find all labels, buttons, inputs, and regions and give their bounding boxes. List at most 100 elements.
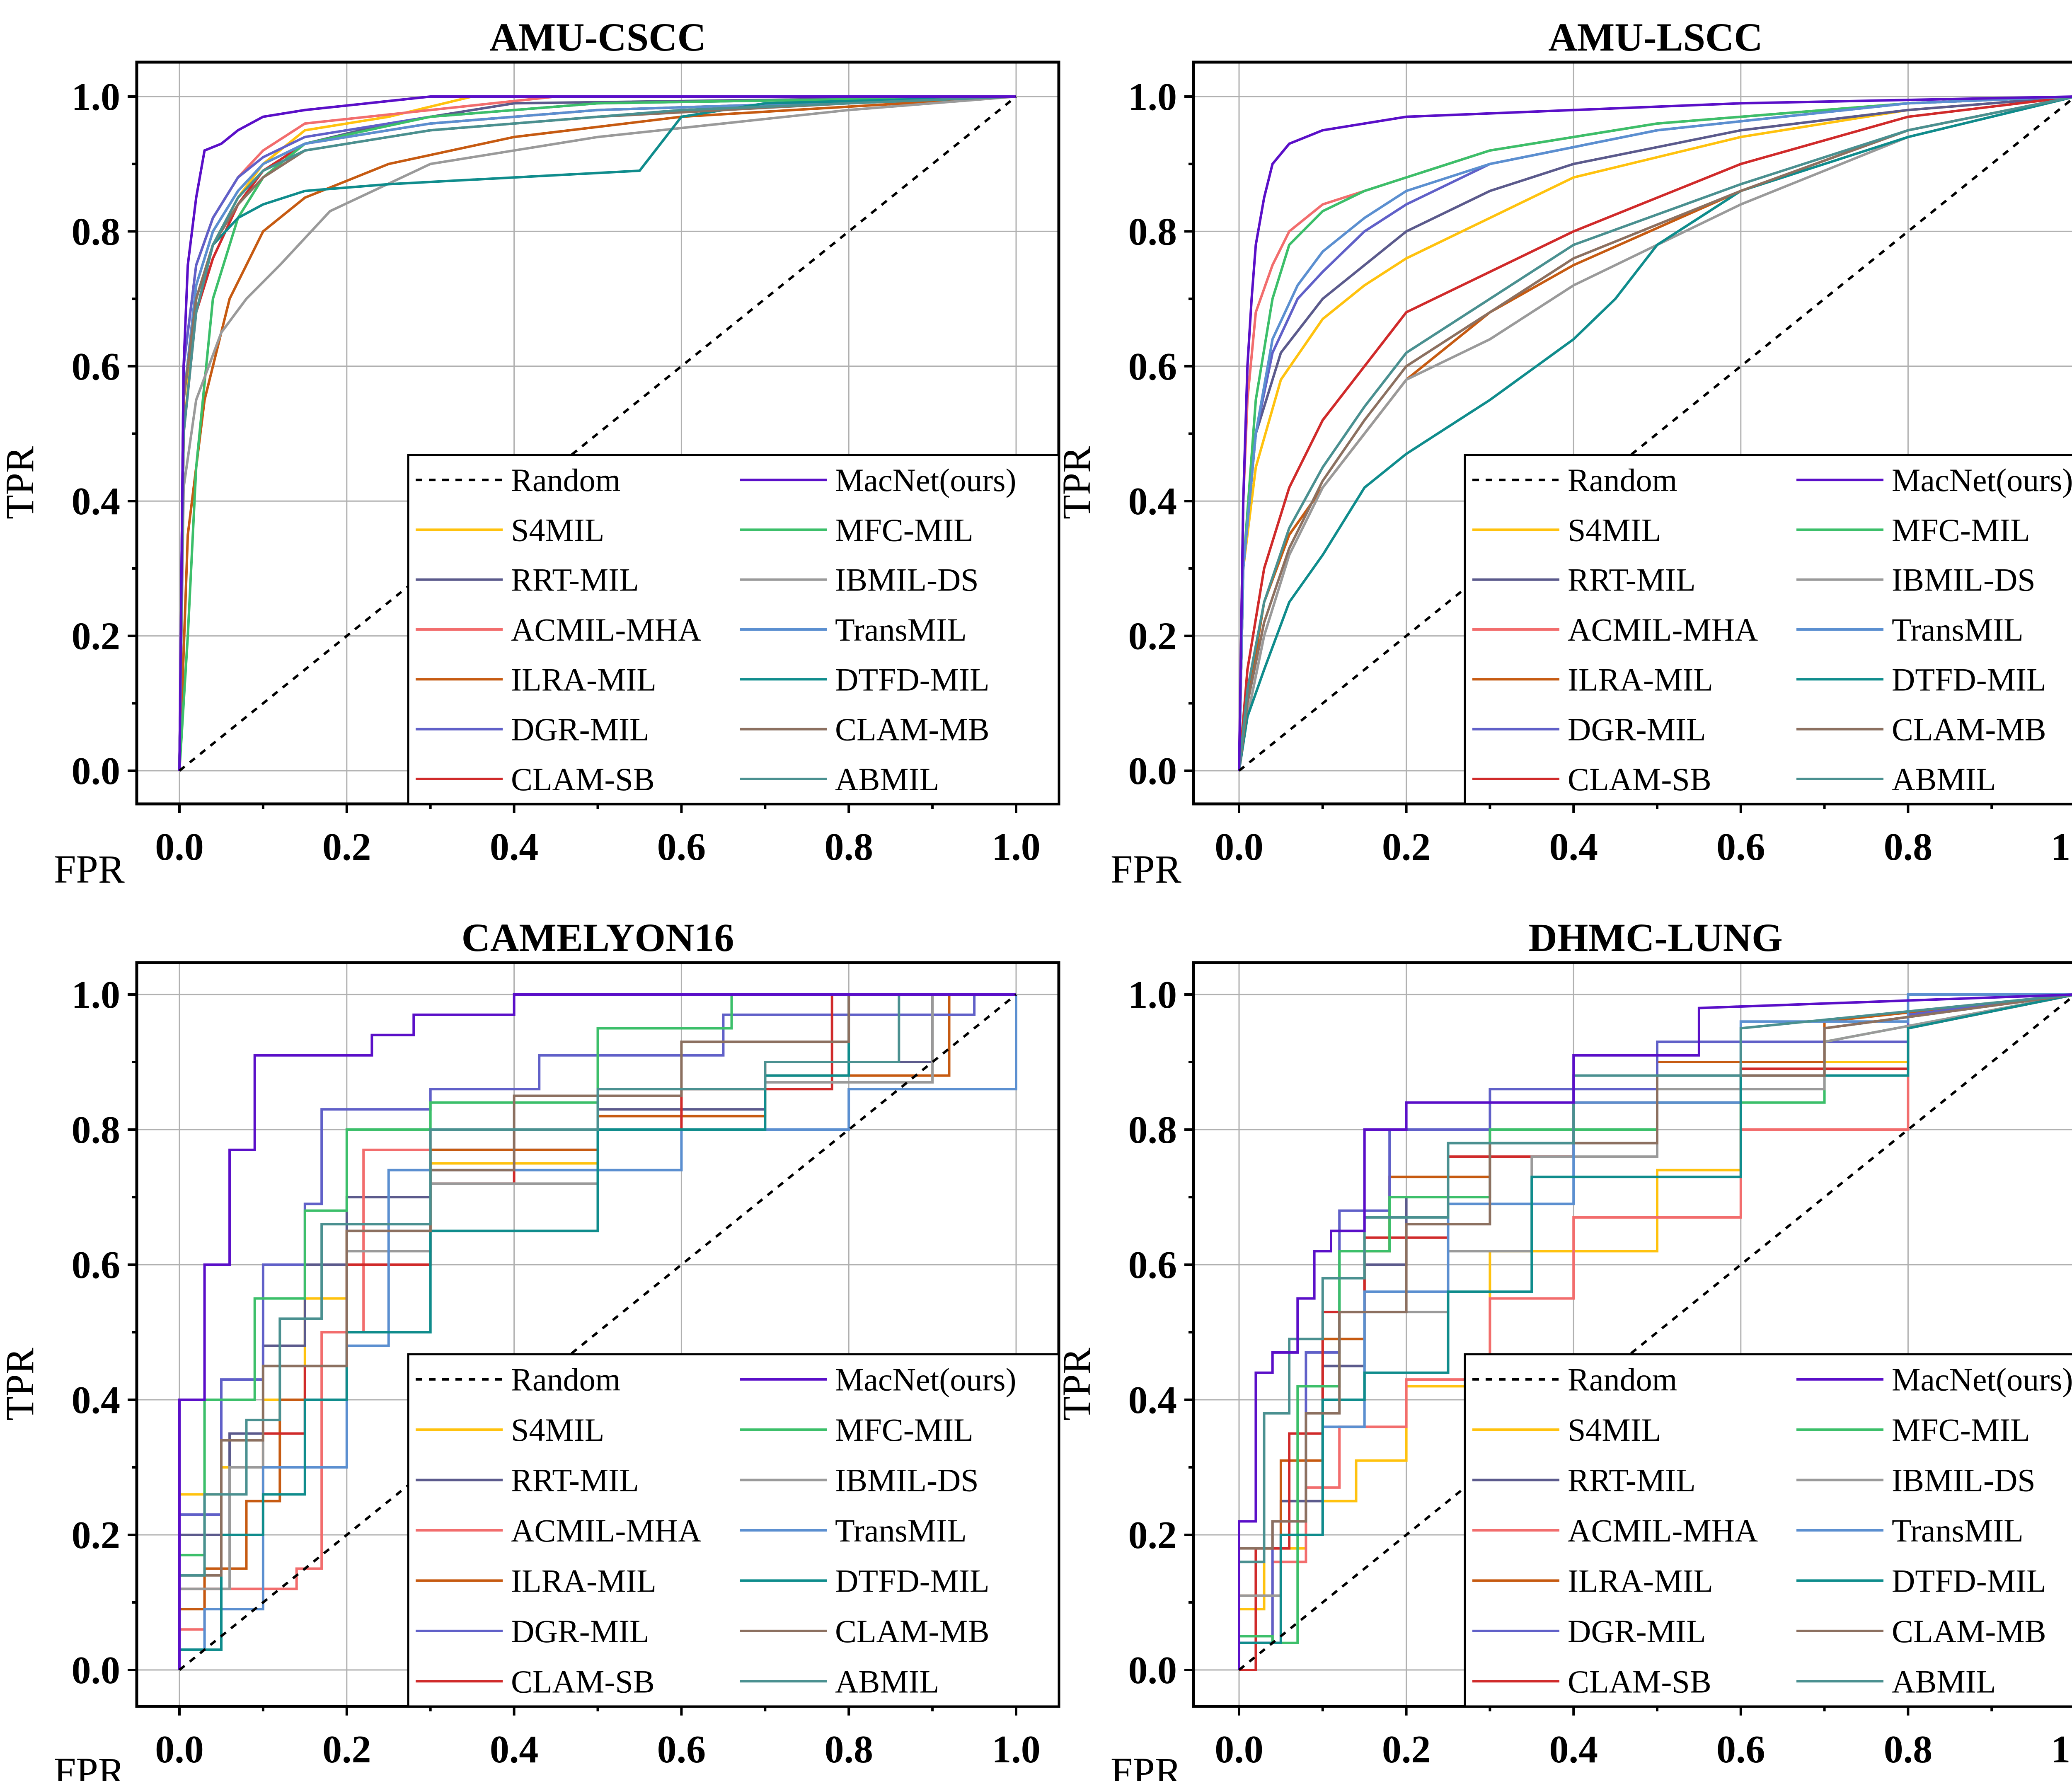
x-tick-label: 0.0 (155, 825, 204, 869)
y-tick-label: 0.6 (72, 345, 121, 388)
legend-label-mfc-mil: MFC-MIL (835, 1412, 973, 1448)
curves (178, 95, 1017, 772)
x-tick-label: 0.8 (824, 825, 873, 869)
series-transmil (178, 995, 1017, 1670)
chart-title: DHMC-LUNG (1528, 915, 1782, 960)
legend-label-clam-sb: CLAM-SB (511, 1663, 655, 1699)
x-tick-label: 0.2 (322, 1728, 371, 1771)
legend-label-mfc-mil: MFC-MIL (1892, 512, 2030, 548)
y-tick-label: 0.8 (72, 1108, 121, 1152)
y-tick-label: 0.0 (1128, 750, 1177, 793)
curves (178, 993, 1017, 1671)
chart-title: AMU-CSCC (489, 15, 706, 59)
y-tick-label: 0.6 (72, 1244, 121, 1287)
legend-label-dtfd-mil: DTFD-MIL (835, 661, 990, 697)
legend-label-dgr-mil: DGR-MIL (511, 1613, 649, 1649)
legend-label-abmil: ABMIL (835, 761, 939, 797)
legend-box (407, 454, 1060, 805)
y-axis-label: TPR (1054, 446, 1099, 519)
legend-label-rrt-mil: RRT-MIL (1568, 1462, 1696, 1498)
series-ibmil-ds (178, 95, 1017, 771)
legend-label-acmil-mha: ACMIL-MHA (511, 612, 701, 648)
series-mfc-mil (178, 95, 1017, 771)
y-tick-label: 0.0 (72, 1649, 121, 1692)
legend-label-rrt-mil: RRT-MIL (511, 562, 639, 598)
x-tick-label: 0.6 (1716, 825, 1765, 869)
x-tick-label: 0.8 (1884, 825, 1933, 869)
y-tick-label: 0.8 (72, 210, 121, 253)
legend-label-transmil: TransMIL (1892, 612, 2024, 648)
legend: Random S4MIL RRT-MIL ACMIL-MHA ILRA-MIL DGR-M… (407, 1353, 1060, 1708)
y-tick-label: 1.0 (1128, 75, 1177, 119)
legend-label-macnet-ours: MacNet(ours) (835, 462, 1017, 498)
x-tick-label: 1.0 (2051, 825, 2072, 869)
chart-panel-amu-lscc: 0.0 0.2 0.4 0.6 0.8 1.0 0.0 0.2 0.4 0.6 0.8 1.0 AMU-… (1054, 15, 2072, 891)
y-tick-label: 1.0 (72, 75, 121, 119)
x-tick-label: 0.4 (1549, 1728, 1598, 1771)
chart-title: AMU-LSCC (1548, 15, 1762, 59)
y-tick-label: 0.2 (1128, 1514, 1177, 1557)
chart-panel-amu-cscc: 0.0 0.2 0.4 0.6 0.8 1.0 0.0 0.2 0.4 0.6 0.8 1.0 AMU-… (0, 15, 1060, 891)
y-tick-label: 0.2 (1128, 615, 1177, 658)
series-abmil (1238, 96, 2072, 771)
legend-label-dtfd-mil: DTFD-MIL (835, 1563, 990, 1599)
x-tick-label: 0.4 (1549, 825, 1598, 869)
y-tick-label: 1.0 (1128, 973, 1177, 1016)
legend-label-clam-mb: CLAM-MB (1892, 1613, 2046, 1649)
x-tick-label: 0.0 (1215, 825, 1264, 869)
x-axis-label: FPR (1111, 847, 1181, 891)
series-clam-sb (1238, 95, 2072, 771)
series-mfc-mil (1238, 95, 2072, 771)
legend-label-ilra-mil: ILRA-MIL (511, 1563, 656, 1599)
legend-label-random: Random (1568, 462, 1677, 498)
legend-label-abmil: ABMIL (1892, 1663, 1996, 1699)
legend-label-mfc-mil: MFC-MIL (1892, 1412, 2030, 1448)
legend-label-macnet-ours: MacNet(ours) (835, 1362, 1017, 1398)
series-abmil (1238, 993, 2072, 1670)
series-mfc-mil (178, 993, 1016, 1670)
legend-label-dtfd-mil: DTFD-MIL (1892, 1563, 2046, 1599)
legend-box (1464, 454, 2072, 805)
series-abmil (178, 95, 1017, 771)
legend-label-clam-sb: CLAM-SB (511, 761, 655, 797)
x-tick-label: 1.0 (2051, 1728, 2072, 1771)
y-tick-label: 1.0 (72, 973, 121, 1016)
legend-label-s4mil: S4MIL (511, 1412, 604, 1448)
legend-label-dtfd-mil: DTFD-MIL (1892, 661, 2046, 697)
series-macnet-ours (1238, 95, 2072, 771)
legend-label-clam-mb: CLAM-MB (835, 711, 990, 748)
legend-label-s4mil: S4MIL (1568, 1412, 1661, 1448)
y-tick-label: 0.4 (1128, 480, 1177, 523)
series-dgr-mil (178, 993, 1016, 1670)
series-macnet-ours (178, 95, 1016, 771)
legend-label-dgr-mil: DGR-MIL (1568, 1613, 1706, 1649)
series-clam-mb (178, 95, 1017, 771)
x-tick-label: 0.2 (1382, 825, 1431, 869)
curves (1238, 95, 2072, 772)
x-tick-label: 0.2 (322, 825, 371, 869)
series-transmil (1238, 95, 2072, 771)
legend-label-ibmil-ds: IBMIL-DS (835, 1462, 979, 1498)
y-axis-label: TPR (0, 446, 42, 519)
legend-box (407, 1353, 1060, 1708)
legend-label-dgr-mil: DGR-MIL (1568, 711, 1706, 748)
legend: Random S4MIL RRT-MIL ACMIL-MHA ILRA-MIL DGR-M… (407, 454, 1060, 805)
legend-label-ilra-mil: ILRA-MIL (1568, 1563, 1713, 1599)
y-tick-label: 0.2 (72, 1514, 121, 1557)
legend-label-random: Random (511, 1362, 620, 1398)
legend-label-acmil-mha: ACMIL-MHA (1568, 1512, 1758, 1549)
series-macnet-ours (1238, 993, 2072, 1670)
x-tick-label: 0.8 (1884, 1728, 1933, 1771)
legend-label-ibmil-ds: IBMIL-DS (1892, 1462, 2036, 1498)
x-tick-label: 0.4 (490, 1728, 539, 1771)
y-axis-label: TPR (1054, 1348, 1099, 1420)
series-clam-mb (178, 993, 1016, 1670)
x-tick-label: 0.8 (824, 1728, 873, 1771)
legend-box (1464, 1353, 2072, 1708)
x-axis-label: FPR (54, 847, 125, 891)
legend-label-ibmil-ds: IBMIL-DS (835, 562, 979, 598)
chart-panel-camelyon16: 0.0 0.2 0.4 0.6 0.8 1.0 0.0 0.2 0.4 0.6 0.8 1.0 CAME… (0, 915, 1060, 1781)
y-tick-label: 0.8 (1128, 210, 1177, 253)
x-tick-label: 0.2 (1382, 1728, 1431, 1771)
